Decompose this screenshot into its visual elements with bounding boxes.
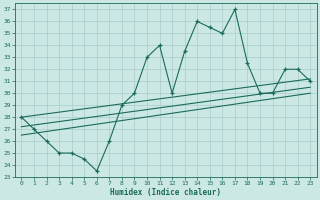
X-axis label: Humidex (Indice chaleur): Humidex (Indice chaleur)	[110, 188, 221, 197]
